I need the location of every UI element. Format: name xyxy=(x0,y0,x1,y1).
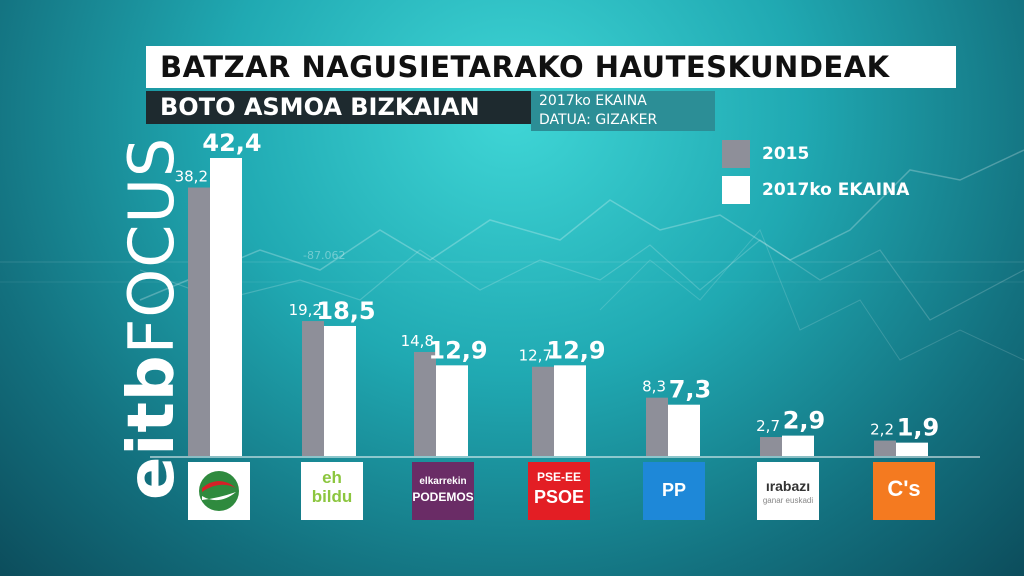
ciudadanos-logo-text-0: C's xyxy=(887,476,921,501)
pse-ee-psoe-logo: PSE-EE PSOE xyxy=(528,462,590,520)
legend-swatch-2017 xyxy=(722,176,750,204)
eh-bildu-logo: eh bildu xyxy=(301,462,363,520)
irabazi-logo: ırabazı ganar euskadi xyxy=(757,462,819,520)
bar-label-2017-0: 42,4 xyxy=(202,129,261,157)
pp-logo-text-0: PP xyxy=(661,480,686,500)
bar-2015-4 xyxy=(646,397,668,456)
bar-label-2015-4: 8,3 xyxy=(642,378,666,396)
chart-title: BATZAR NAGUSIETARAKO HAUTESKUNDEAK xyxy=(146,46,956,88)
legend-label-2015: 2015 xyxy=(762,144,810,164)
bar-label-2015-3: 12,7 xyxy=(519,347,552,365)
legend-label-2017: 2017ko EKAINA xyxy=(762,180,910,200)
pp-logo: PP xyxy=(643,462,705,520)
elkarrekin-podemos-logo-text-0: elkarrekin xyxy=(419,476,467,487)
bar-2015-1 xyxy=(302,321,324,456)
eh-bildu-logo-text-0: eh xyxy=(322,468,342,487)
meta-date: 2017ko EKAINA xyxy=(539,93,647,109)
bar-label-2015-5: 2,7 xyxy=(756,417,780,435)
bar-2017-4 xyxy=(668,404,700,456)
eh-bildu-logo-text-1: bildu xyxy=(311,487,353,506)
elkarrekin-podemos-logo: elkarrekin PODEMOS xyxy=(412,462,474,520)
background-number: -87.062 xyxy=(303,249,345,262)
bar-label-2017-5: 2,9 xyxy=(783,407,826,435)
bar-label-2017-1: 18,5 xyxy=(316,297,375,325)
bar-label-2015-0: 38,2 xyxy=(175,168,208,186)
bar-2017-2 xyxy=(436,365,468,456)
legend-swatch-2015 xyxy=(722,140,750,168)
bar-label-2017-2: 12,9 xyxy=(428,336,487,364)
bar-2015-0 xyxy=(188,187,210,457)
meta-box: 2017ko EKAINA DATUA: GIZAKER xyxy=(531,91,715,131)
bar-2015-2 xyxy=(414,351,436,456)
bar-2017-1 xyxy=(324,325,356,456)
bar-2017-6 xyxy=(896,442,928,456)
bar-2017-3 xyxy=(554,365,586,456)
bar-label-2015-6: 2,2 xyxy=(870,421,894,439)
ciudadanos-logo: C's xyxy=(873,462,935,520)
legend-item-2017: 2017ko EKAINA xyxy=(722,176,952,206)
elkarrekin-podemos-logo-text-1: PODEMOS xyxy=(412,490,474,504)
bar-2015-5 xyxy=(760,437,782,456)
bar-2015-6 xyxy=(874,440,896,456)
bar-label-2017-6: 1,9 xyxy=(897,414,940,442)
bar-2015-3 xyxy=(532,366,554,456)
irabazi-logo-text-0: ırabazı xyxy=(765,478,811,494)
irabazi-logo-text-1: ganar euskadi xyxy=(762,496,814,505)
bar-2017-5 xyxy=(782,435,814,456)
axis-baseline xyxy=(150,456,980,458)
legend-item-2015: 2015 xyxy=(722,140,952,170)
bar-label-2017-4: 7,3 xyxy=(669,376,712,404)
bar-2017-0 xyxy=(210,158,242,456)
bar-label-2015-2: 14,8 xyxy=(401,332,434,350)
pnv-logo xyxy=(188,462,250,520)
bar-label-2017-3: 12,9 xyxy=(546,336,605,364)
pse-ee-psoe-logo-text-1: PSOE xyxy=(533,487,585,507)
chart-subtitle: BOTO ASMOA BIZKAIAN xyxy=(146,91,531,124)
meta-source: DATUA: GIZAKER xyxy=(539,112,658,128)
bar-label-2015-1: 19,2 xyxy=(289,301,322,319)
pse-ee-psoe-logo-text-0: PSE-EE xyxy=(536,470,581,484)
